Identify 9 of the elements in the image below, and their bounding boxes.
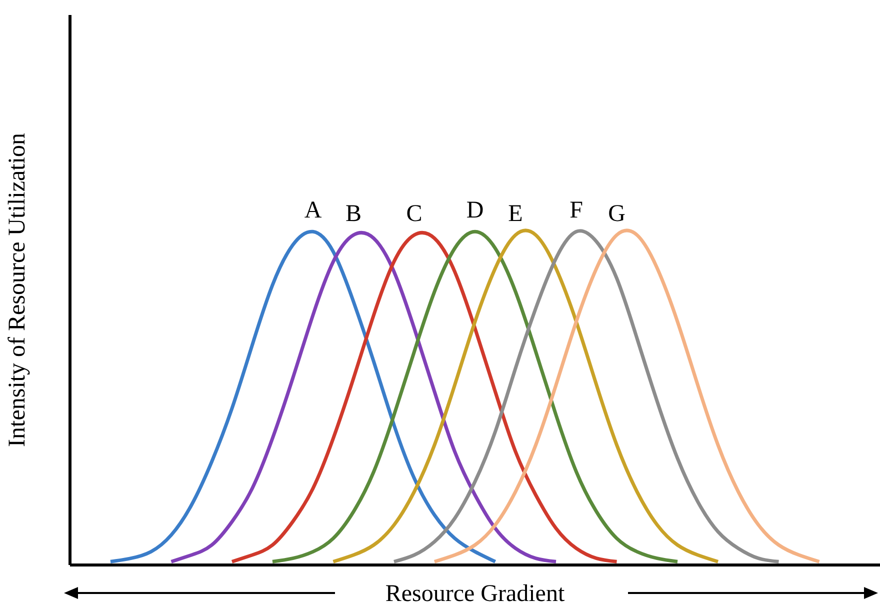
series-label: A xyxy=(304,198,322,224)
series-label: D xyxy=(466,198,484,224)
x-axis-title: Resource Gradient xyxy=(385,581,565,607)
series-label: G xyxy=(608,201,626,227)
series-label: E xyxy=(508,201,523,227)
y-axis-title: Intensity of Resource Utilization xyxy=(4,133,31,447)
series-label: B xyxy=(345,201,362,227)
series-label: C xyxy=(406,201,422,227)
series-label: F xyxy=(570,198,583,224)
